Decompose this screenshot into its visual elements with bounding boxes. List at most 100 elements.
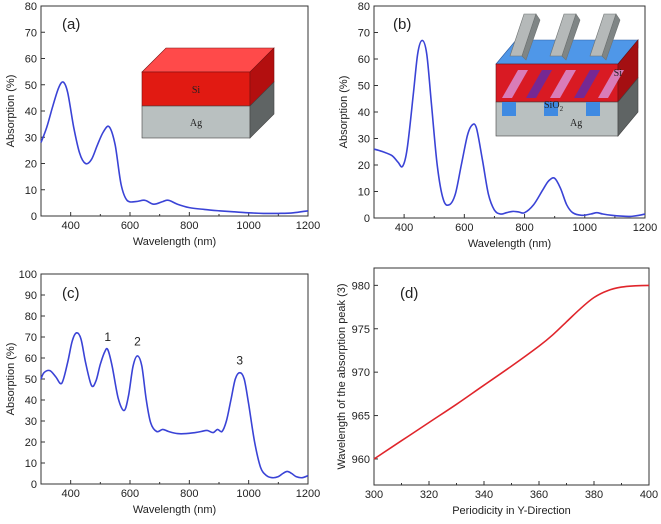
y-tick-label: 20	[25, 437, 37, 449]
x-axis-label: Wavelength (nm)	[133, 504, 216, 516]
y-tick-label: 40	[25, 395, 37, 407]
y-tick-label: 100	[19, 269, 37, 281]
y-tick-label: 10	[358, 187, 370, 199]
x-tick-label: 380	[585, 489, 603, 501]
y-tick-label: 80	[358, 1, 370, 13]
si-layer-label: Si	[614, 68, 623, 79]
y-tick-label: 30	[358, 134, 370, 146]
x-tick-label: 600	[121, 488, 139, 500]
x-tick-label: 800	[180, 488, 198, 500]
x-tick-label: 360	[530, 489, 548, 501]
y-tick-label: 965	[352, 411, 370, 423]
ag-layer-front	[141, 105, 251, 139]
sio2-block	[586, 102, 600, 116]
y-tick-label: 980	[352, 280, 370, 292]
y-tick-label: 60	[25, 54, 37, 66]
panel-c: 400 600 800 1000 1200 0 10 20 30 40 50 60 70 80 90 100 W…	[5, 269, 320, 516]
y-tick-label: 970	[352, 367, 370, 379]
peak-annotation: 1	[104, 330, 111, 344]
ag-layer-label: Ag	[190, 118, 202, 129]
y-tick-label: 70	[358, 28, 370, 40]
y-tick-label: 80	[25, 1, 37, 13]
y-tick-label: 10	[25, 185, 37, 197]
y-tick-label: 80	[25, 311, 37, 323]
top-grating-bar-side	[601, 13, 621, 61]
ag-layer-side	[249, 81, 275, 139]
y-tick-label: 70	[25, 27, 37, 39]
y-tick-label: 30	[25, 132, 37, 144]
panel-label: (a)	[62, 16, 80, 33]
y-axis-label: Absorption (%)	[5, 75, 17, 148]
embedded-stripe	[574, 70, 600, 98]
x-tick-label: 1200	[296, 220, 320, 232]
top-grating-bar-side	[561, 13, 581, 61]
x-tick-label: 800	[515, 222, 533, 234]
si-layer-label: Si	[192, 85, 201, 96]
y-tick-label: 90	[25, 290, 37, 302]
x-axis-label: Wavelength (nm)	[468, 238, 551, 250]
x-tick-label: 400	[61, 488, 79, 500]
si-layer-front	[141, 71, 251, 107]
x-axis-label: Wavelength (nm)	[133, 236, 216, 248]
structure-inset-b: Si SiO2 Ag	[495, 13, 639, 137]
x-tick-label: 400	[395, 222, 413, 234]
x-tick-label: 1000	[236, 220, 260, 232]
x-tick-label: 1000	[573, 222, 597, 234]
x-tick-label: 800	[180, 220, 198, 232]
y-tick-label: 40	[358, 107, 370, 119]
structure-inset-a: Si Ag	[141, 47, 275, 139]
peak-annotation: 2	[134, 334, 141, 348]
panel-a: 400 600 800 1000 1200 0 10 20 30 40 50 60 70 80 Wavele…	[5, 1, 320, 248]
y-axis-label: Absorption (%)	[5, 343, 17, 416]
y-tick-label: 20	[25, 159, 37, 171]
y-tick-label: 50	[358, 81, 370, 93]
y-tick-label: 975	[352, 324, 370, 336]
panel-label: (b)	[393, 16, 411, 33]
y-tick-label: 50	[25, 80, 37, 92]
y-tick-label: 70	[25, 332, 37, 344]
embedded-stripe	[502, 70, 528, 98]
x-tick-label: 300	[365, 489, 383, 501]
top-grating-bar-side	[521, 13, 541, 61]
series-line	[40, 81, 309, 215]
x-tick-label: 600	[121, 220, 139, 232]
y-tick-label: 10	[25, 458, 37, 470]
series-line	[40, 331, 309, 479]
embedded-stripe	[526, 70, 552, 98]
x-tick-label: 400	[61, 220, 79, 232]
x-tick-label: 1200	[633, 222, 657, 234]
panel-label: (d)	[400, 285, 418, 302]
y-tick-label: 0	[364, 213, 370, 225]
peak-annotation: 3	[236, 353, 243, 367]
plot-frame	[40, 273, 309, 485]
y-axis-label: Absorption (%)	[338, 76, 350, 149]
y-tick-label: 20	[358, 160, 370, 172]
y-tick-label: 960	[352, 454, 370, 466]
series-line	[373, 39, 646, 218]
ag-layer-label: Ag	[570, 118, 582, 129]
x-tick-label: 1000	[236, 488, 260, 500]
panel-label: (c)	[62, 285, 80, 302]
sio2-label: SiO2	[544, 100, 564, 113]
panel-d: 300 320 340 360 380 400 960 965 970 975 980 Periodi…	[336, 267, 658, 517]
y-tick-label: 40	[25, 106, 37, 118]
y-tick-label: 60	[358, 54, 370, 66]
sio2-label-subscript: 2	[560, 105, 564, 113]
y-axis-label: Wavelength of the absorption peak (3)	[336, 283, 348, 469]
x-tick-label: 340	[475, 489, 493, 501]
y-tick-label: 50	[25, 374, 37, 386]
y-tick-label: 60	[25, 353, 37, 365]
sio2-block	[502, 102, 516, 116]
sio2-block	[544, 102, 558, 116]
y-tick-label: 30	[25, 416, 37, 428]
embedded-stripe	[598, 70, 624, 98]
x-tick-label: 600	[455, 222, 473, 234]
embedded-stripe	[550, 70, 576, 98]
x-tick-label: 1200	[296, 488, 320, 500]
ag-layer-side	[617, 77, 639, 137]
y-tick-label: 0	[31, 211, 37, 223]
x-tick-label: 320	[420, 489, 438, 501]
panel-b: 400 600 800 1000 1200 0 10 20 30 40 50 60 70 80 Wavele…	[338, 1, 657, 250]
x-axis-label: Periodicity in Y-Direction	[452, 505, 571, 517]
